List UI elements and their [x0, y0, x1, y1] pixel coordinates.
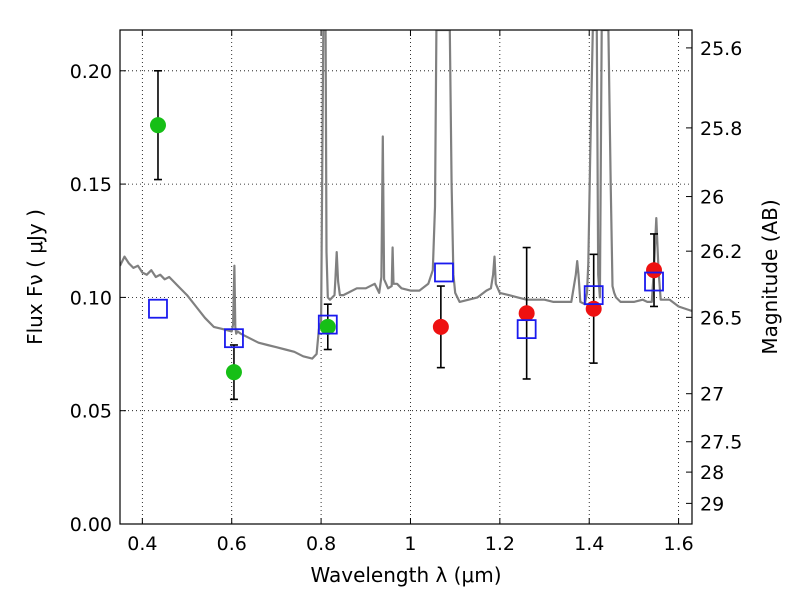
y-tick-label: 0.05	[70, 401, 112, 423]
data-point	[518, 305, 535, 322]
x-tick-label: 0.4	[127, 533, 157, 555]
model-photometry-square	[148, 298, 168, 319]
mag-tick-label: 28	[700, 462, 724, 484]
y-tick-label: 0.10	[70, 287, 112, 309]
x-axis-title: Wavelength λ (μm)	[310, 563, 501, 587]
data-point	[585, 300, 602, 317]
x-tick-label: 1	[404, 533, 416, 555]
mag-tick-label: 29	[700, 493, 724, 515]
y-tick-label: 0.15	[70, 174, 112, 196]
mag-tick-label: 26.5	[700, 307, 742, 329]
y-tick-label: 0.00	[70, 514, 112, 536]
mag-tick-label: 27.5	[700, 432, 742, 454]
axis-ticks: 0.4 0.6 0.8 1 1.2 1.4 1.6 0.00 0.05 0.10 0.15 0.20 2…	[70, 30, 742, 555]
x-tick-label: 1.2	[485, 533, 515, 555]
y-axis-title: Flux Fν ( μJy )	[23, 209, 47, 345]
data-point	[149, 117, 166, 134]
mag-tick-label: 26.2	[700, 241, 742, 263]
model-photometry-square	[644, 271, 664, 292]
data-points	[148, 69, 664, 401]
model-photometry-square	[583, 285, 604, 306]
model-photometry-square	[224, 328, 244, 349]
model-spectrum	[120, 30, 692, 360]
x-tick-label: 1.4	[574, 533, 604, 555]
mag-tick-label: 26	[700, 187, 724, 209]
x-tick-label: 1.6	[663, 533, 693, 555]
model-photometry-square	[317, 314, 338, 335]
mag-tick-label: 27	[700, 384, 724, 406]
x-tick-label: 0.6	[217, 533, 247, 555]
mag-tick-label: 25.8	[700, 118, 742, 140]
model-photometry-square	[434, 262, 454, 283]
data-point	[225, 364, 242, 381]
mag-tick-label: 25.6	[700, 38, 742, 60]
data-point	[646, 262, 663, 279]
x-tick-label: 0.8	[306, 533, 336, 555]
grid-lines	[120, 30, 692, 525]
y-right-axis-title: Magnitude (AB)	[758, 199, 782, 354]
plot-frame	[119, 29, 693, 525]
data-point	[432, 318, 449, 335]
data-point	[319, 318, 336, 335]
y-tick-label: 0.20	[70, 61, 112, 83]
spectrum-line	[120, 30, 692, 360]
model-photometry-square	[516, 319, 537, 340]
